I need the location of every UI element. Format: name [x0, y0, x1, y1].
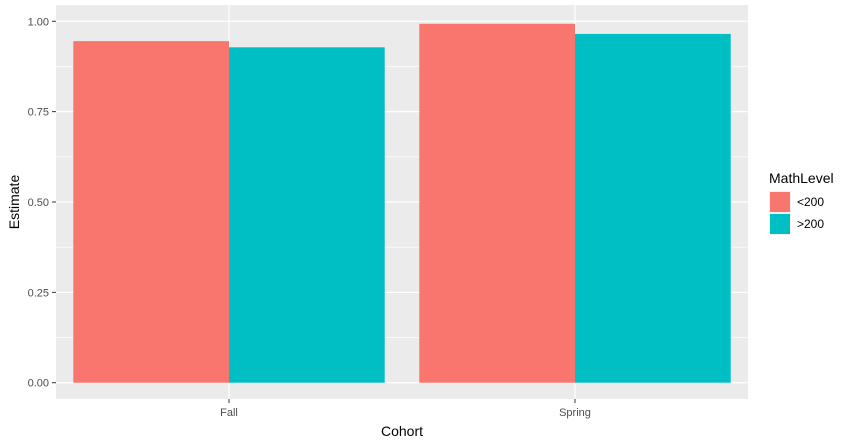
- y-tick-label: 0.00: [28, 378, 49, 390]
- y-tick-label: 1.00: [28, 16, 49, 28]
- bar: [575, 33, 731, 383]
- legend: MathLevel <200 >200: [769, 170, 834, 235]
- legend-swatch: [770, 192, 790, 212]
- legend-swatch: [770, 214, 790, 234]
- legend-title: MathLevel: [769, 170, 834, 186]
- legend-label: <200: [797, 195, 824, 209]
- x-tick-label: Spring: [559, 407, 591, 419]
- x-tick-label: Fall: [220, 407, 238, 419]
- y-tick-label: 0.25: [28, 287, 49, 299]
- legend-label: >200: [797, 217, 824, 231]
- bar: [73, 41, 229, 383]
- bars: [73, 23, 731, 383]
- y-tick-label: 0.75: [28, 107, 49, 119]
- y-axis-title: Estimate: [6, 175, 22, 230]
- bar: [229, 47, 385, 383]
- x-axis: Fall Spring: [220, 399, 591, 419]
- bar: [419, 23, 575, 383]
- x-axis-title: Cohort: [381, 423, 423, 439]
- y-axis: 0.00 0.25 0.50 0.75 1.00: [28, 16, 56, 390]
- y-tick-label: 0.50: [28, 197, 49, 209]
